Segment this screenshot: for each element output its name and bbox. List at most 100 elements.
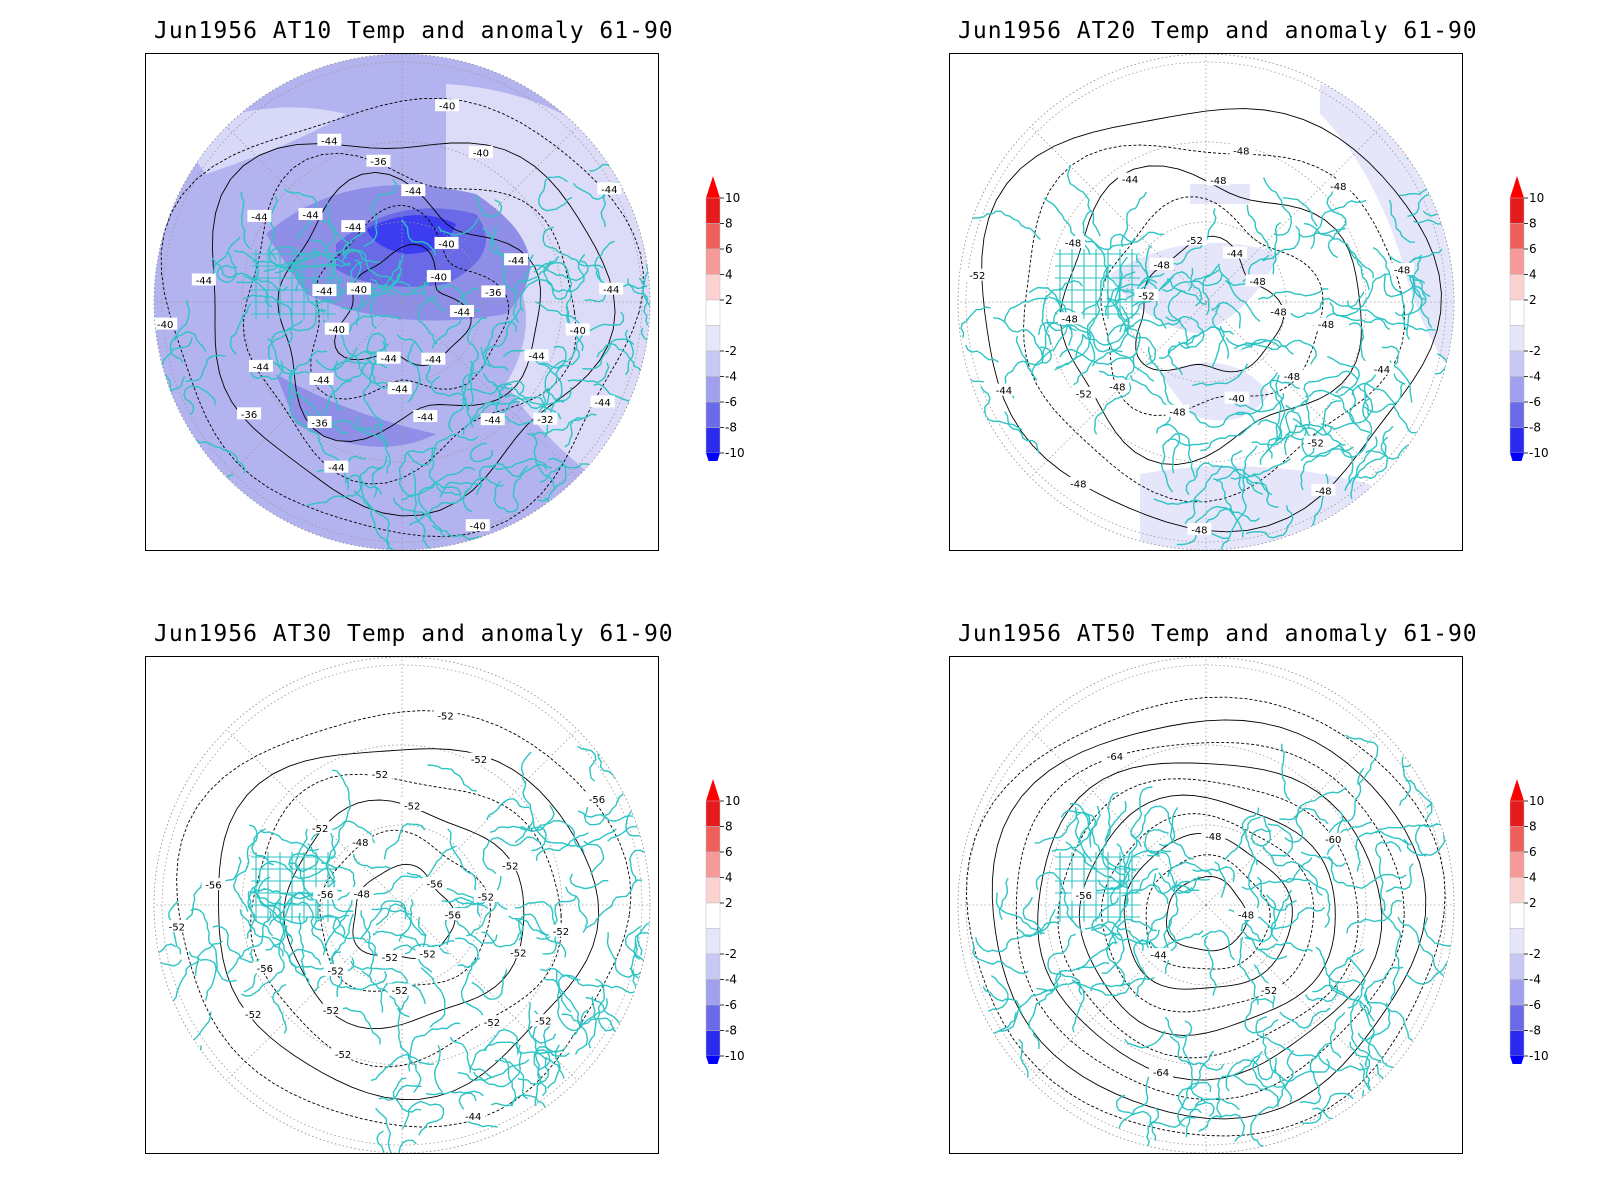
contour-label-bg — [348, 835, 373, 848]
contour-label-text: -48 — [352, 838, 368, 849]
coastline — [958, 446, 972, 474]
coastline — [161, 337, 193, 366]
coastline — [627, 278, 649, 326]
coastline — [482, 372, 562, 420]
contour-label: -48 — [1234, 908, 1258, 922]
colorbar-arrow-down — [706, 1056, 720, 1064]
contour-label: -48 — [1245, 274, 1270, 288]
contour-label-text: -40 — [473, 148, 489, 159]
coastline — [1442, 735, 1454, 805]
contour-label: -48 — [1206, 173, 1231, 187]
contour-label-bg — [1390, 262, 1415, 275]
colorbar-segment — [1509, 979, 1525, 1006]
contour-label: -40 — [434, 236, 459, 250]
contour-label: -48 — [1187, 523, 1212, 537]
coastline — [154, 959, 183, 967]
coastline — [1169, 1035, 1206, 1103]
coastline — [407, 341, 422, 403]
coastline — [514, 901, 556, 940]
contour-label: -44 — [341, 220, 366, 234]
contour-label-bg — [1105, 379, 1130, 392]
colorbar-label: 4 — [1529, 871, 1537, 885]
contour-label: -52 — [1182, 233, 1207, 247]
colorbar-segment — [1509, 1030, 1525, 1057]
coastline — [1104, 791, 1119, 842]
coastline — [975, 921, 1060, 953]
coastline — [527, 1002, 557, 1044]
contour-label-text: -52 — [535, 1017, 551, 1028]
coastline — [1185, 1101, 1215, 1138]
contour-label: -40 — [1224, 391, 1249, 405]
coastline — [481, 918, 524, 948]
contour-label-bg — [498, 858, 523, 871]
contour-label-bg — [533, 412, 558, 425]
contour-label-bg — [548, 924, 573, 937]
contour-label-bg — [1326, 179, 1351, 192]
coastline — [544, 496, 604, 550]
coastline — [533, 1049, 551, 1107]
coastline — [299, 263, 326, 313]
contour-label-text: -64 — [1153, 1068, 1169, 1079]
colorbar-label: 8 — [1529, 217, 1537, 231]
contour-label-bg — [191, 273, 216, 286]
contour-label-text: -52 — [1076, 389, 1092, 400]
coastline — [545, 347, 581, 406]
polar-map: -48 -44 -48 -52 -56 -60 -64 -64 — [949, 656, 1463, 1154]
coastline — [283, 188, 317, 240]
coastline — [466, 317, 487, 406]
colorbar-label: -10 — [1529, 446, 1549, 460]
coastline — [191, 439, 246, 474]
coastline — [538, 457, 567, 502]
colorbar-segment — [1509, 953, 1525, 980]
coastline — [1216, 476, 1247, 550]
coastline — [1374, 840, 1402, 912]
contour-label-text: -44 — [1122, 175, 1138, 186]
coastline — [288, 368, 320, 437]
coastline — [1315, 946, 1365, 990]
coastline — [998, 877, 1009, 920]
coastline — [1211, 325, 1225, 368]
anomaly-shade — [1140, 466, 1370, 550]
contour-line — [283, 799, 525, 1030]
coastline — [1350, 425, 1394, 500]
coastline — [628, 849, 650, 883]
contour-label-text: -56 — [427, 879, 443, 890]
contour-label-text: -52 — [323, 1006, 339, 1017]
contour-label-text: -40 — [570, 326, 586, 337]
contour-label: -44 — [524, 349, 549, 363]
coastline — [1347, 246, 1370, 291]
coastline — [1389, 360, 1413, 403]
coastline — [427, 764, 477, 792]
contour-label-text: -56 — [1075, 891, 1091, 902]
coastline — [1036, 961, 1110, 992]
contour-label: -56 — [252, 961, 277, 975]
map-outline — [957, 657, 1455, 1153]
contour-label: -48 — [1266, 305, 1291, 319]
contour-line — [1023, 144, 1405, 503]
coastline — [466, 876, 502, 937]
coastline — [398, 447, 438, 498]
coastline — [449, 1036, 492, 1078]
coastline — [380, 981, 426, 1013]
contour-label-bg — [401, 184, 426, 197]
grid-longitude — [1205, 301, 1382, 478]
coastline — [518, 913, 567, 958]
coastline — [1093, 370, 1132, 435]
contour-label-text: -48 — [1270, 308, 1286, 319]
coastline — [583, 840, 605, 875]
contour-label-bg — [341, 220, 366, 233]
contour-label-text: -48 — [353, 890, 369, 901]
colorbar-segment — [1509, 248, 1525, 275]
coastline — [360, 910, 375, 976]
contour-label-bg — [154, 317, 178, 330]
colorbar-graphic: 10 8 6 4 2 -2 -4 -6 -8 -10 — [705, 176, 745, 461]
coastline — [484, 1028, 558, 1055]
colorbar-segment — [1509, 826, 1525, 853]
contour-label-bg — [237, 407, 262, 420]
colorbar-segment — [1509, 350, 1525, 377]
coastline — [493, 465, 529, 513]
colorbar-label: 2 — [1529, 293, 1537, 307]
coastline — [396, 1007, 422, 1093]
coastline — [1143, 829, 1169, 857]
coastline — [527, 432, 556, 490]
